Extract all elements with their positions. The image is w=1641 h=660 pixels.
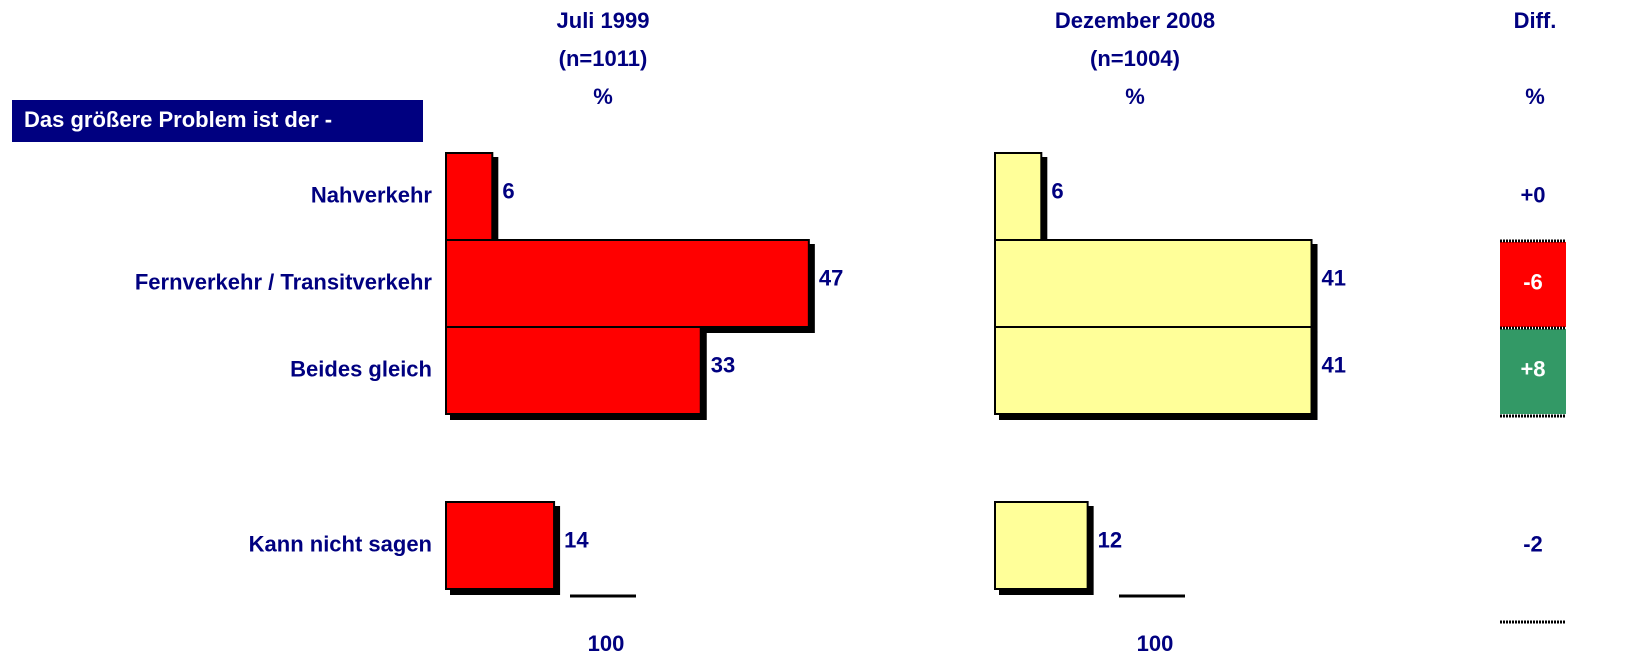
value-label: 14: [564, 527, 589, 552]
diff-label: +8: [1520, 356, 1545, 381]
question: Das größere Problem ist der -: [24, 107, 332, 132]
diff-unit: %: [1525, 84, 1545, 109]
value-label: 6: [502, 178, 514, 203]
bar: [445, 501, 556, 590]
total-label: 100: [588, 631, 625, 656]
panel-unit: %: [593, 84, 613, 109]
value-label: 47: [819, 265, 843, 290]
bar: [445, 326, 702, 415]
bar: [445, 239, 810, 328]
diff-label: -6: [1523, 269, 1543, 294]
panel-subtitle: (n=1011): [559, 46, 648, 71]
bar: [994, 239, 1313, 328]
diff-cell: [1500, 329, 1566, 414]
bar: [994, 501, 1089, 590]
total-label: 100: [1137, 631, 1174, 656]
category-label: Fernverkehr / Transitverkehr: [135, 269, 433, 294]
category-label: Nahverkehr: [311, 182, 433, 207]
diff-label: -2: [1523, 531, 1543, 556]
diff-title: Diff.: [1514, 8, 1557, 33]
diff-label: +0: [1520, 182, 1545, 207]
bar: [994, 152, 1043, 241]
bar: [994, 326, 1313, 415]
diff-cell: [1500, 242, 1566, 327]
question-box: [12, 100, 423, 142]
panel-title: Dezember 2008: [1055, 8, 1215, 33]
category-label: Beides gleich: [290, 356, 432, 381]
value-label: 12: [1098, 527, 1122, 552]
panel-unit: %: [1125, 84, 1145, 109]
panel-title: Juli 1999: [557, 8, 650, 33]
value-label: 6: [1051, 178, 1063, 203]
value-label: 33: [711, 352, 735, 377]
category-label: Kann nicht sagen: [249, 531, 432, 556]
panel-subtitle: (n=1004): [1090, 46, 1180, 71]
value-label: 41: [1322, 265, 1346, 290]
value-label: 41: [1322, 352, 1346, 377]
bar: [445, 152, 494, 241]
